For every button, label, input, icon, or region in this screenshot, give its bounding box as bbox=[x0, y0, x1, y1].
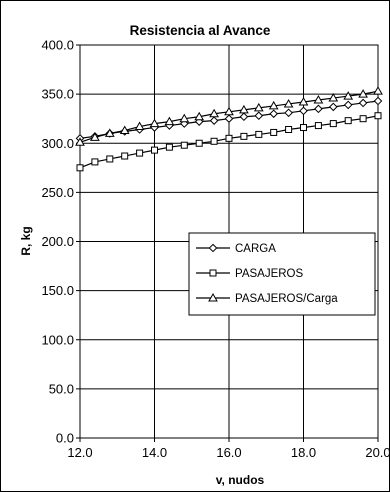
data-point-triangle bbox=[75, 137, 85, 146]
legend: CARGA PASAJEROS PASAJEROS/Carga bbox=[188, 232, 376, 316]
data-point-square bbox=[225, 134, 233, 142]
data-point-triangle bbox=[119, 125, 130, 134]
axis-ticks: 0.0 50.0 100.0 150.0 200.0 250.0 300.0 350.0 400… bbox=[41, 38, 390, 461]
data-point-triangle bbox=[179, 113, 190, 123]
data-point-diamond bbox=[314, 104, 323, 114]
y-tick-label: 100.0 bbox=[41, 332, 74, 347]
data-point-diamond bbox=[358, 98, 368, 108]
data-point-triangle bbox=[268, 100, 279, 110]
data-point-triangle bbox=[253, 102, 264, 112]
data-point-triangle bbox=[149, 118, 160, 128]
data-point-diamond bbox=[328, 102, 338, 112]
x-axis-title: v, nudos bbox=[216, 473, 265, 487]
x-tick-label: 16.0 bbox=[216, 445, 241, 460]
y-tick-label: 300.0 bbox=[41, 136, 74, 151]
y-axis-title: R, kg bbox=[19, 226, 33, 255]
data-point-square bbox=[270, 128, 278, 136]
legend-marker-triangle bbox=[208, 292, 218, 302]
data-point-diamond bbox=[373, 96, 383, 106]
y-tick-label: 150.0 bbox=[41, 283, 74, 298]
y-tick-label: 350.0 bbox=[41, 87, 74, 102]
data-point-diamond bbox=[209, 116, 219, 125]
series-pasajeros bbox=[76, 112, 382, 172]
data-point-diamond bbox=[254, 111, 264, 121]
legend-marker-square bbox=[209, 269, 217, 277]
data-point-square bbox=[151, 146, 158, 154]
data-point-square bbox=[210, 137, 218, 145]
series-pasajeros-carga bbox=[75, 86, 383, 146]
data-point-triangle bbox=[313, 95, 324, 104]
y-tick-label: 200.0 bbox=[41, 234, 74, 249]
legend-label: PASAJEROS/Carga bbox=[235, 293, 338, 305]
y-tick-label: 250.0 bbox=[41, 185, 74, 200]
data-point-triangle bbox=[104, 128, 115, 137]
y-tick-label: 400.0 bbox=[41, 38, 74, 53]
x-tick-label: 14.0 bbox=[142, 445, 167, 460]
data-point-square bbox=[165, 143, 173, 151]
data-point-diamond bbox=[239, 112, 249, 122]
data-point-diamond bbox=[224, 114, 234, 123]
data-point-triangle bbox=[343, 91, 354, 100]
data-point-triangle bbox=[358, 89, 368, 98]
data-point-square bbox=[285, 125, 293, 133]
data-point-triangle bbox=[373, 86, 383, 95]
legend-entry: CARGA bbox=[196, 243, 276, 255]
data-point-square bbox=[329, 120, 337, 128]
x-tick-label: 12.0 bbox=[67, 445, 92, 460]
data-point-diamond bbox=[299, 106, 308, 116]
legend-entry: PASAJEROS bbox=[196, 268, 303, 280]
data-point-square bbox=[106, 155, 114, 163]
x-tick-label: 20.0 bbox=[365, 445, 390, 460]
legend-label: CARGA bbox=[235, 243, 276, 255]
data-point-triangle bbox=[224, 106, 234, 116]
legend-entry: PASAJEROS/Carga bbox=[196, 292, 338, 305]
data-point-diamond bbox=[284, 108, 293, 118]
y-tick-label: 0.0 bbox=[56, 431, 74, 446]
data-point-triangle bbox=[283, 98, 294, 108]
data-point-triangle bbox=[134, 121, 145, 131]
data-point-square bbox=[76, 164, 84, 172]
data-point-square bbox=[374, 112, 382, 120]
data-point-square bbox=[180, 141, 188, 149]
data-point-square bbox=[255, 130, 263, 138]
data-point-square bbox=[240, 132, 248, 140]
legend-label: PASAJEROS bbox=[235, 268, 303, 280]
data-point-diamond bbox=[269, 109, 279, 119]
data-point-square bbox=[300, 124, 307, 132]
data-point-triangle bbox=[328, 93, 339, 102]
data-point-square bbox=[195, 139, 203, 147]
data-point-triangle bbox=[164, 116, 175, 126]
data-point-square bbox=[359, 115, 367, 123]
data-point-triangle bbox=[194, 111, 205, 121]
series-group bbox=[75, 86, 383, 172]
data-point-square bbox=[314, 122, 322, 130]
y-tick-label: 50.0 bbox=[49, 381, 74, 396]
data-point-diamond bbox=[343, 100, 353, 110]
data-point-square bbox=[91, 158, 99, 166]
data-point-square bbox=[121, 152, 129, 160]
legend-marker-diamond bbox=[208, 243, 218, 253]
data-point-triangle bbox=[298, 96, 309, 106]
x-tick-label: 18.0 bbox=[291, 445, 316, 460]
legend-box bbox=[188, 232, 376, 316]
data-point-triangle bbox=[209, 108, 219, 118]
data-point-triangle bbox=[239, 104, 249, 114]
chart-title: Resistencia al Avance bbox=[130, 23, 271, 38]
data-point-square bbox=[136, 149, 144, 157]
data-point-triangle bbox=[90, 132, 100, 141]
data-point-square bbox=[344, 117, 352, 125]
